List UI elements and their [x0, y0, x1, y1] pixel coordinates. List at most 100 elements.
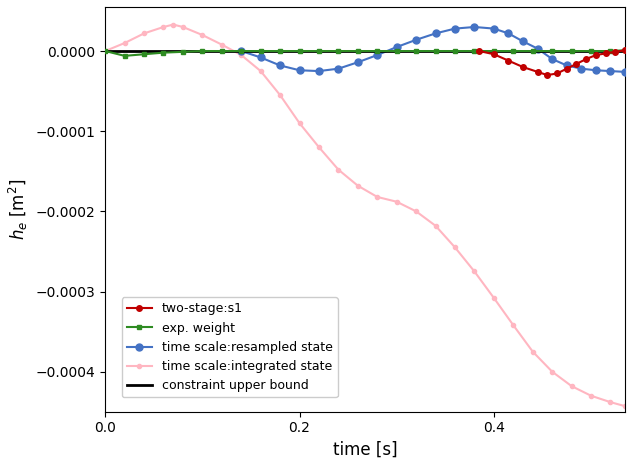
time scale:resampled state	[354, 60, 362, 65]
time scale:resampled state	[393, 44, 401, 50]
two-stage:s1	[553, 71, 561, 76]
exp. weight	[374, 48, 381, 54]
time scale:resampled state	[451, 26, 459, 31]
time scale:integrated state	[257, 69, 264, 74]
time scale:integrated state	[160, 24, 167, 30]
time scale:integrated state	[354, 183, 362, 189]
time scale:resampled state	[412, 37, 420, 42]
two-stage:s1	[573, 61, 580, 67]
time scale:resampled state	[257, 55, 264, 60]
time scale:integrated state	[101, 48, 109, 54]
time scale:resampled state	[490, 26, 497, 31]
time scale:resampled state	[276, 62, 284, 68]
exp. weight	[549, 48, 556, 54]
time scale:resampled state	[505, 31, 513, 36]
time scale:integrated state	[490, 295, 497, 301]
time scale:integrated state	[549, 369, 556, 375]
time scale:integrated state	[296, 120, 303, 126]
time scale:resampled state	[471, 24, 478, 30]
exp. weight	[587, 48, 595, 54]
exp. weight	[218, 48, 226, 54]
exp. weight	[276, 48, 284, 54]
Line: exp. weight: exp. weight	[103, 48, 628, 58]
time scale:resampled state	[563, 62, 571, 68]
exp. weight	[529, 48, 537, 54]
time scale:integrated state	[568, 384, 575, 389]
exp. weight	[198, 48, 206, 54]
exp. weight	[315, 48, 323, 54]
exp. weight	[412, 48, 420, 54]
time scale:integrated state	[315, 144, 323, 150]
time scale:resampled state	[607, 69, 614, 74]
exp. weight	[101, 48, 109, 54]
time scale:integrated state	[169, 22, 177, 27]
time scale:integrated state	[238, 52, 245, 58]
two-stage:s1	[475, 48, 483, 54]
Y-axis label: $h_e$ [m$^2$]: $h_e$ [m$^2$]	[7, 178, 30, 240]
exp. weight	[334, 48, 342, 54]
two-stage:s1	[490, 51, 497, 57]
time scale:integrated state	[218, 42, 226, 48]
time scale:resampled state	[520, 39, 527, 44]
time scale:integrated state	[374, 194, 381, 200]
exp. weight	[451, 48, 459, 54]
time scale:integrated state	[607, 399, 614, 405]
X-axis label: time [s]: time [s]	[333, 441, 398, 459]
time scale:integrated state	[412, 209, 420, 214]
time scale:integrated state	[179, 24, 186, 30]
exp. weight	[354, 48, 362, 54]
exp. weight	[140, 51, 148, 57]
two-stage:s1	[563, 66, 571, 71]
two-stage:s1	[505, 58, 513, 63]
two-stage:s1	[602, 51, 609, 56]
time scale:integrated state	[334, 167, 342, 172]
two-stage:s1	[534, 69, 542, 75]
time scale:integrated state	[471, 269, 478, 274]
Line: two-stage:s1: two-stage:s1	[477, 48, 628, 78]
exp. weight	[509, 48, 517, 54]
time scale:integrated state	[451, 245, 459, 250]
time scale:resampled state	[315, 69, 323, 74]
time scale:resampled state	[592, 68, 600, 73]
exp. weight	[471, 48, 478, 54]
time scale:resampled state	[621, 69, 629, 75]
time scale:resampled state	[549, 56, 556, 62]
time scale:resampled state	[578, 66, 585, 71]
exp. weight	[238, 48, 245, 54]
exp. weight	[179, 49, 186, 55]
time scale:integrated state	[509, 322, 517, 328]
time scale:resampled state	[238, 48, 245, 54]
time scale:integrated state	[140, 31, 148, 36]
Line: time scale:resampled state: time scale:resampled state	[238, 23, 629, 75]
time scale:integrated state	[121, 40, 128, 46]
two-stage:s1	[612, 49, 619, 55]
two-stage:s1	[544, 72, 551, 78]
exp. weight	[257, 48, 264, 54]
time scale:resampled state	[432, 31, 439, 36]
Line: time scale:integrated state: time scale:integrated state	[103, 22, 627, 408]
two-stage:s1	[621, 48, 629, 53]
two-stage:s1	[520, 64, 527, 70]
time scale:resampled state	[334, 66, 342, 71]
two-stage:s1	[583, 56, 590, 62]
Legend: two-stage:s1, exp. weight, time scale:resampled state, time scale:integrated sta: two-stage:s1, exp. weight, time scale:re…	[122, 297, 337, 397]
time scale:integrated state	[393, 199, 401, 205]
time scale:integrated state	[529, 349, 537, 355]
time scale:integrated state	[276, 92, 284, 98]
time scale:integrated state	[432, 223, 439, 229]
two-stage:s1	[592, 52, 600, 58]
exp. weight	[121, 53, 128, 59]
time scale:integrated state	[621, 404, 629, 409]
exp. weight	[432, 48, 439, 54]
exp. weight	[490, 48, 497, 54]
time scale:integrated state	[587, 393, 595, 398]
exp. weight	[296, 48, 303, 54]
time scale:resampled state	[296, 68, 303, 73]
exp. weight	[568, 48, 575, 54]
time scale:integrated state	[198, 32, 206, 38]
exp. weight	[393, 48, 401, 54]
time scale:resampled state	[534, 46, 542, 51]
exp. weight	[621, 48, 629, 53]
exp. weight	[160, 50, 167, 55]
exp. weight	[607, 48, 614, 54]
